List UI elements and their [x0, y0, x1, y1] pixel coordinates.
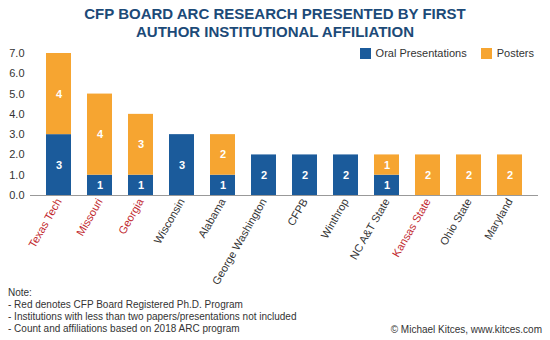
svg-text:Texas Tech: Texas Tech — [26, 196, 64, 249]
html-text:Oral Presentations: Oral Presentations — [375, 47, 467, 59]
svg-text:2: 2 — [220, 148, 226, 160]
svg-text:4.0: 4.0 — [9, 108, 24, 120]
html-text:- Institutions with less than: - Institutions with less than two papers… — [8, 311, 297, 322]
svg-text:1: 1 — [97, 179, 103, 191]
svg-text:3: 3 — [138, 138, 144, 150]
svg-text:6.0: 6.0 — [9, 67, 24, 79]
svg-text:1: 1 — [384, 179, 390, 191]
svg-text:Georgia: Georgia — [116, 196, 146, 237]
html-text:CFP BOARD ARC RESEARCH PRESENT: CFP BOARD ARC RESEARCH PRESENTED BY FIRS… — [84, 5, 466, 40]
svg-text:2: 2 — [302, 169, 308, 181]
svg-text:2: 2 — [425, 169, 431, 181]
svg-text:5.0: 5.0 — [9, 88, 24, 100]
svg-text:7.0: 7.0 — [9, 47, 24, 59]
svg-text:Kansas State: Kansas State — [390, 196, 433, 259]
svg-text:2: 2 — [507, 169, 513, 181]
svg-text:Alabama: Alabama — [196, 196, 229, 240]
html-text:- Red denotes CFP Board Regist: - Red denotes CFP Board Registered Ph.D.… — [8, 299, 243, 310]
svg-text:NC A&T State: NC A&T State — [347, 196, 392, 261]
svg-text:3: 3 — [56, 159, 62, 171]
svg-text:2: 2 — [343, 169, 349, 181]
svg-text:4: 4 — [97, 128, 104, 140]
svg-text:Winthrop: Winthrop — [318, 196, 350, 240]
svg-text:2.0: 2.0 — [9, 148, 24, 160]
svg-text:George Washington: George Washington — [210, 196, 269, 286]
svg-text:Maryland: Maryland — [482, 196, 515, 241]
svg-text:1.0: 1.0 — [9, 169, 24, 181]
svg-text:Wisconsin: Wisconsin — [151, 196, 186, 245]
svg-text:2: 2 — [466, 169, 472, 181]
svg-text:4: 4 — [56, 88, 63, 100]
svg-text:1: 1 — [384, 159, 390, 171]
svg-text:1: 1 — [220, 179, 226, 191]
svg-text:2: 2 — [261, 169, 267, 181]
svg-text:CFPB: CFPB — [285, 196, 310, 227]
html-text:Note:: Note: — [8, 287, 32, 298]
html-text:© Michael Kitces, www.kitces.c: © Michael Kitces, www.kitces.com — [390, 324, 542, 335]
svg-text:1: 1 — [138, 179, 144, 191]
svg-text:Missouri: Missouri — [74, 196, 105, 237]
html-text:Posters: Posters — [496, 47, 534, 59]
svg-text:3.0: 3.0 — [9, 128, 24, 140]
svg-text:0.0: 0.0 — [9, 189, 24, 201]
svg-text:3: 3 — [179, 159, 185, 171]
svg-text:Ohio State: Ohio State — [437, 196, 473, 247]
html-text:- Count and affiliations based: - Count and affiliations based on 2018 A… — [8, 323, 240, 334]
